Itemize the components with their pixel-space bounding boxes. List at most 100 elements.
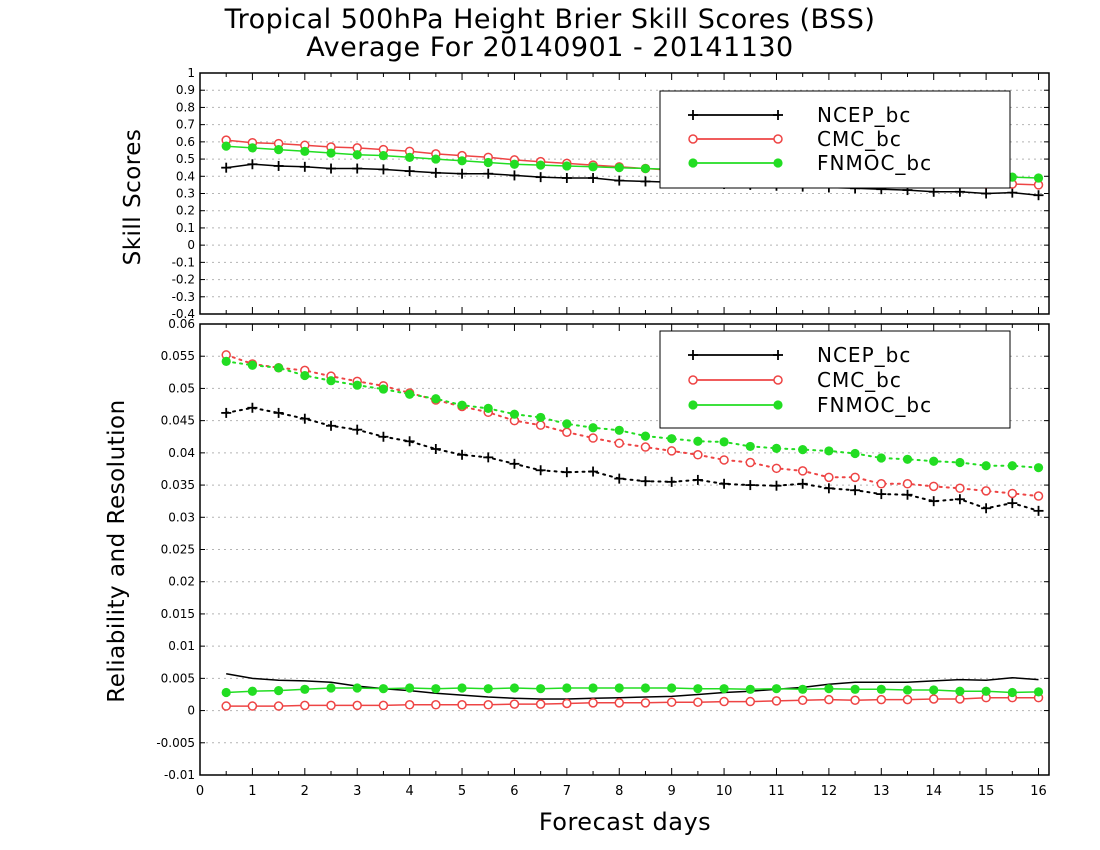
bottom-fnmoc_bc-point bbox=[431, 684, 441, 694]
bottom-fnmoc_bc-point bbox=[562, 683, 572, 693]
bottom-cmc_bc-point bbox=[955, 483, 965, 494]
top-fnmoc_bc-point bbox=[640, 163, 651, 174]
x-tick-label: 11 bbox=[768, 784, 785, 799]
bottom-fnmoc_bc-point bbox=[378, 684, 389, 694]
bottom-cmc_bc-point bbox=[378, 700, 389, 711]
bottom-cmc_bc-point bbox=[666, 697, 677, 707]
bottom-legend-label: FNMOC_bc bbox=[817, 393, 932, 417]
bottom-fnmoc_bc-point bbox=[588, 683, 598, 693]
top-fnmoc_bc-point bbox=[562, 161, 572, 171]
bottom-cmc_bc-point bbox=[824, 694, 834, 705]
x-tick-label: 8 bbox=[615, 784, 623, 799]
bottom-fnmoc_bc-point bbox=[902, 454, 913, 464]
top-ytick-label: 0.4 bbox=[176, 169, 195, 183]
top-fnmoc_bc-point bbox=[405, 152, 415, 162]
bottom-ytick-label: 0.035 bbox=[161, 478, 195, 492]
bottom-fnmoc_bc-point bbox=[562, 419, 572, 429]
bottom-cmc_bc-point bbox=[745, 696, 756, 707]
bottom-fnmoc_bc-point bbox=[221, 687, 231, 698]
bottom-cmc_bc-point bbox=[535, 420, 546, 430]
x-tick-label: 13 bbox=[873, 784, 890, 799]
bottom-cmc_bc-point bbox=[824, 472, 834, 483]
bottom-fnmoc_bc-point bbox=[876, 453, 886, 463]
bottom-cmc_bc-point bbox=[1033, 491, 1044, 501]
bottom-fnmoc_bc-point bbox=[798, 445, 808, 455]
bottom-fnmoc_bc-reliability-line bbox=[226, 687, 1039, 694]
bottom-cmc_bc-point bbox=[981, 486, 991, 496]
top-ytick-label: 0.7 bbox=[176, 118, 195, 132]
top-legend-marker bbox=[773, 158, 783, 168]
bottom-cmc_bc-point bbox=[221, 701, 231, 711]
top-legend-label: NCEP_bc bbox=[817, 103, 911, 127]
top-ytick-label: 0.6 bbox=[176, 135, 195, 149]
bottom-fnmoc_bc-point bbox=[719, 437, 729, 447]
bottom-plot-frame bbox=[199, 323, 1050, 776]
bottom-fnmoc_bc-point bbox=[614, 425, 624, 435]
bottom-y-axis-label: Reliability and Resolution bbox=[104, 399, 130, 703]
bottom-cmc_bc-point bbox=[483, 700, 493, 710]
bottom-fnmoc_bc-point bbox=[824, 684, 834, 694]
top-fnmoc_bc-point bbox=[431, 154, 441, 164]
x-tick-label: 9 bbox=[668, 784, 676, 799]
top-ytick-label: 1 bbox=[187, 66, 195, 80]
bottom-fnmoc_bc-point bbox=[405, 389, 415, 399]
bottom-fnmoc_bc-point bbox=[1007, 461, 1017, 471]
bottom-fnmoc_bc-point bbox=[929, 456, 939, 466]
bottom-fnmoc_bc-point bbox=[509, 409, 520, 419]
bottom-fnmoc_bc-point bbox=[536, 412, 546, 423]
x-tick-label: 10 bbox=[716, 784, 733, 799]
bottom-cmc_bc-point bbox=[326, 700, 336, 711]
bottom-cmc_bc-point bbox=[771, 696, 782, 706]
bottom-cmc_bc-point bbox=[902, 694, 913, 705]
bottom-cmc_bc-point bbox=[745, 457, 756, 468]
bottom-cmc_bc-point bbox=[535, 699, 546, 709]
x-tick-label: 3 bbox=[353, 784, 361, 799]
bottom-fnmoc_bc-point bbox=[667, 434, 677, 444]
top-ytick-label: -0.2 bbox=[172, 273, 195, 287]
bottom-cmc_bc-point bbox=[300, 700, 310, 711]
top-ytick-label: 0.8 bbox=[176, 100, 195, 114]
bottom-fnmoc_bc-point bbox=[667, 683, 677, 693]
bottom-fnmoc_bc-point bbox=[1033, 463, 1044, 473]
bottom-fnmoc_bc-point bbox=[326, 683, 336, 693]
bottom-cmc_bc-point bbox=[352, 700, 362, 711]
top-fnmoc_bc-point bbox=[483, 157, 493, 168]
bottom-fnmoc_bc-point bbox=[798, 684, 808, 694]
top-plot-frame bbox=[199, 72, 1050, 315]
top-ytick-label: 0.2 bbox=[176, 204, 195, 218]
bottom-cmc_bc-reliability-line bbox=[226, 696, 1039, 707]
bottom-fnmoc_bc-point bbox=[300, 684, 310, 694]
top-fnmoc_bc-point bbox=[1033, 173, 1044, 183]
top-y-axis-label: Skill Scores bbox=[120, 128, 146, 266]
bottom-legend-label: CMC_bc bbox=[817, 368, 902, 392]
bottom-cmc_bc-point bbox=[562, 427, 572, 437]
bottom-ytick-label: 0.01 bbox=[168, 639, 195, 653]
bottom-legend-marker bbox=[688, 375, 698, 385]
bottom-ytick-label: -0.01 bbox=[164, 768, 195, 782]
bottom-fnmoc_bc-point bbox=[483, 403, 493, 414]
bottom-fnmoc_bc-point bbox=[536, 684, 546, 694]
chart-subtitle: Average For 20140901 - 20141130 bbox=[306, 32, 794, 63]
bottom-ytick-label: 0.055 bbox=[161, 349, 195, 363]
bottom-cmc_bc-point bbox=[797, 695, 808, 706]
bottom-cmc_bc-point bbox=[902, 479, 913, 489]
bottom-cmc_bc-point bbox=[273, 701, 284, 711]
bottom-cmc_bc-point bbox=[693, 697, 703, 707]
bottom-ytick-label: 0.06 bbox=[168, 317, 195, 331]
top-fnmoc_bc-point bbox=[247, 143, 258, 153]
bottom-ytick-label: -0.005 bbox=[156, 736, 195, 750]
x-tick-label: 12 bbox=[821, 784, 838, 799]
top-ytick-label: 0.9 bbox=[176, 83, 195, 97]
bottom-ytick-label: 0 bbox=[187, 704, 195, 718]
bottom-fnmoc_bc-point bbox=[221, 356, 231, 366]
bottom-cmc_bc-point bbox=[404, 700, 415, 710]
x-tick-label: 15 bbox=[978, 784, 995, 799]
bottom-fnmoc_bc-point bbox=[1007, 687, 1017, 698]
top-ytick-label: 0.1 bbox=[176, 221, 195, 235]
bottom-fnmoc_bc-point bbox=[614, 683, 624, 693]
top-ytick-label: 0.5 bbox=[176, 152, 195, 166]
bottom-fnmoc_bc-point bbox=[693, 684, 703, 694]
bottom-fnmoc_bc-point bbox=[457, 683, 467, 693]
bottom-ytick-label: 0.005 bbox=[161, 671, 195, 685]
bottom-fnmoc_bc-point bbox=[824, 446, 834, 456]
